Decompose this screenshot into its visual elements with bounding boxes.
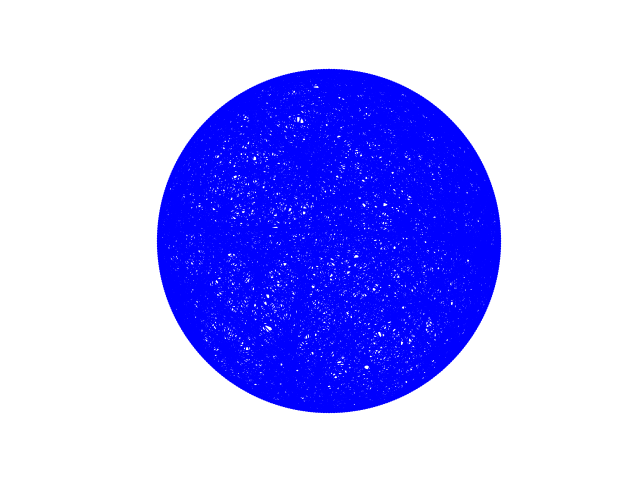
graph-node <box>497 236 501 240</box>
